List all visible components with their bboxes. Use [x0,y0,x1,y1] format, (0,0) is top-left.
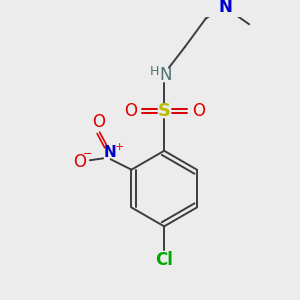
Text: N: N [219,0,232,16]
Text: N: N [103,145,116,160]
Text: S: S [158,102,171,120]
Text: O: O [192,102,205,120]
Text: −: − [83,148,93,159]
Text: H: H [150,65,159,78]
Text: N: N [160,66,172,84]
Text: O: O [92,112,105,130]
Text: Cl: Cl [155,251,173,269]
Text: O: O [73,153,86,171]
Text: +: + [115,142,124,152]
Text: O: O [124,102,137,120]
